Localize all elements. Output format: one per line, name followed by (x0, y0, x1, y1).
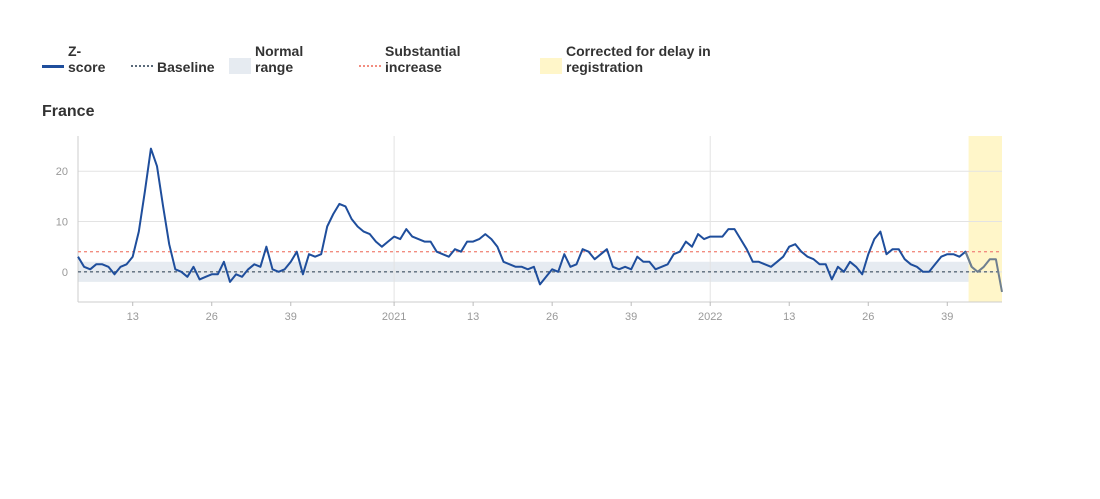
y-tick-label: 0 (62, 267, 68, 279)
corrected-swatch (540, 58, 562, 74)
legend-label-substantial-increase: Substantial increase (385, 43, 461, 75)
legend-label-zscore: Z- score (68, 43, 106, 75)
legend-item-normal-range: Normal range (229, 41, 303, 75)
x-tick-label: 13 (467, 311, 479, 320)
x-tick-label: 13 (127, 311, 139, 320)
legend-item-substantial-increase: Substantial increase (359, 41, 460, 75)
zscore-corrected-series-line (964, 251, 1003, 293)
legend-item-zscore: Z- score (42, 41, 105, 75)
legend-label-normal-range: Normal range (255, 43, 304, 75)
x-tick-label: 39 (941, 311, 953, 320)
x-tick-label: 13 (783, 311, 795, 320)
y-tick-label: 20 (56, 166, 68, 178)
zscore-series-line (77, 147, 973, 286)
x-tick-label: 26 (862, 311, 874, 320)
legend: Z- score Baseline Normal range Substanti… (42, 41, 802, 77)
x-tick-label: 2022 (698, 311, 722, 320)
x-tick-label: 39 (285, 311, 297, 320)
panel-title: France (42, 103, 95, 120)
x-tick-label: 26 (206, 311, 218, 320)
zscore-line-chart: 0 10 20 13 26 39 2021 13 26 39 2022 13 26 39 (56, 136, 1003, 320)
legend-label-corrected: Corrected for delay in registration (566, 43, 711, 75)
y-tick-label: 10 (56, 217, 68, 229)
zscore-line-swatch (42, 65, 64, 68)
baseline-dash-swatch (131, 65, 153, 67)
substantial-dash-swatch (359, 65, 381, 67)
x-tick-label: 2021 (382, 311, 406, 320)
x-tick-label: 26 (546, 311, 558, 320)
legend-item-corrected: Corrected for delay in registration (540, 41, 711, 75)
normal-range-swatch (229, 58, 251, 74)
legend-label-baseline: Baseline (157, 59, 215, 75)
corrected-region (968, 136, 1002, 302)
x-tick-label: 39 (625, 311, 637, 320)
legend-item-baseline: Baseline (131, 41, 215, 75)
